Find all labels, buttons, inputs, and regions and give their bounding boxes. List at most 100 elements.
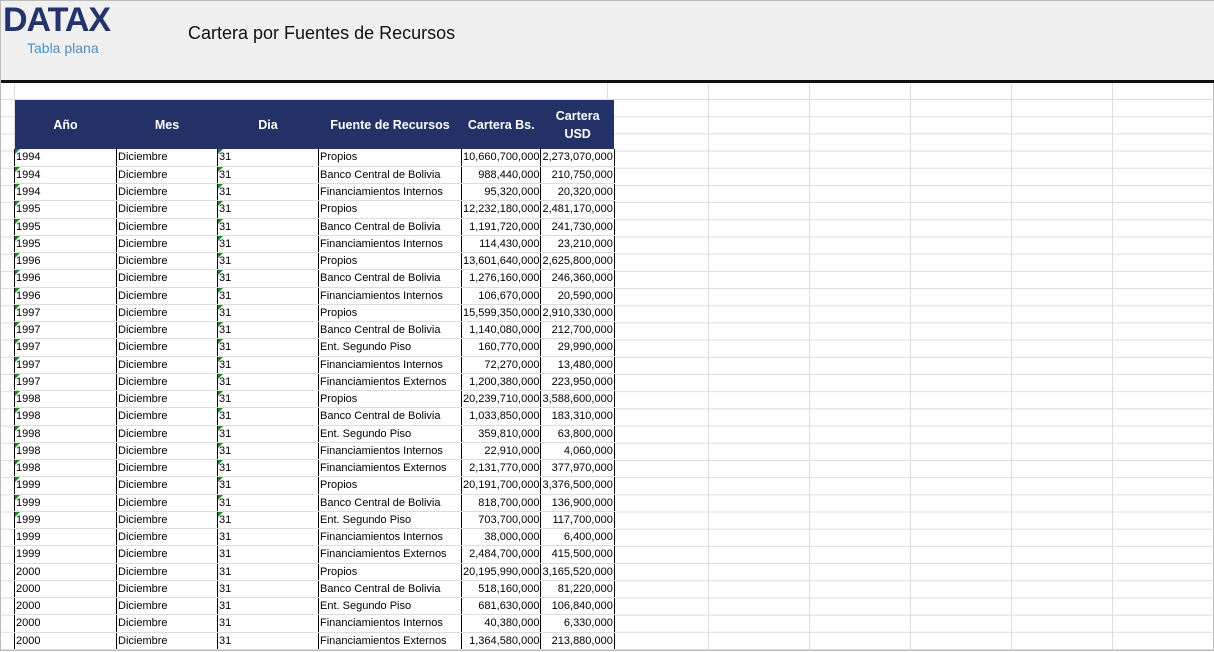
cell-dia[interactable]: 31 xyxy=(217,287,319,305)
cell-fuente[interactable]: Financiamientos Internos xyxy=(318,356,462,374)
cell-fuente[interactable]: Financiamientos Internos xyxy=(318,528,462,547)
cell-mes[interactable]: Diciembre xyxy=(116,580,218,599)
cell-cartera-usd[interactable]: 20,320,000 xyxy=(540,183,615,202)
cell-dia[interactable]: 31 xyxy=(217,425,319,443)
col-header-fuente[interactable]: Fuente de Recursos xyxy=(318,100,462,149)
cell-mes[interactable]: Diciembre xyxy=(116,373,218,392)
cell-cartera-bs[interactable]: 20,239,710,000 xyxy=(460,390,542,409)
cell-fuente[interactable]: Propios xyxy=(318,476,462,495)
cell-dia[interactable]: 31 xyxy=(217,407,319,426)
cell-cartera-usd[interactable]: 2,273,070,000 xyxy=(540,149,615,167)
cell-mes[interactable]: Diciembre xyxy=(116,183,218,202)
cell-cartera-bs[interactable]: 2,484,700,000 xyxy=(460,545,542,564)
cell-dia[interactable]: 31 xyxy=(217,218,319,236)
cell-anio[interactable]: 1995 xyxy=(14,200,117,219)
cell-cartera-usd[interactable]: 6,330,000 xyxy=(540,614,615,633)
cell-cartera-bs[interactable]: 22,910,000 xyxy=(460,442,542,461)
cell-dia[interactable]: 31 xyxy=(217,476,319,495)
cell-cartera-usd[interactable]: 223,950,000 xyxy=(540,373,615,392)
cell-anio[interactable]: 2000 xyxy=(14,563,117,581)
cell-cartera-usd[interactable]: 241,730,000 xyxy=(540,218,615,236)
cell-dia[interactable]: 31 xyxy=(217,563,319,581)
cell-anio[interactable]: 1999 xyxy=(14,494,117,512)
cell-cartera-usd[interactable]: 2,481,170,000 xyxy=(540,200,615,219)
cell-cartera-usd[interactable]: 3,165,520,000 xyxy=(540,563,615,581)
cell-fuente[interactable]: Banco Central de Bolivia xyxy=(318,166,462,185)
cell-mes[interactable]: Diciembre xyxy=(116,166,218,185)
cell-anio[interactable]: 1997 xyxy=(14,356,117,374)
cell-mes[interactable]: Diciembre xyxy=(116,597,218,616)
cell-cartera-bs[interactable]: 106,670,000 xyxy=(460,287,542,305)
cell-dia[interactable]: 31 xyxy=(217,614,319,633)
cell-cartera-bs[interactable]: 10,660,700,000 xyxy=(460,149,542,167)
cell-cartera-usd[interactable]: 63,800,000 xyxy=(540,425,615,443)
cell-fuente[interactable]: Ent. Segundo Piso xyxy=(318,338,462,357)
cell-dia[interactable]: 31 xyxy=(217,235,319,254)
cell-cartera-bs[interactable]: 703,700,000 xyxy=(460,511,542,530)
cell-mes[interactable]: Diciembre xyxy=(116,218,218,236)
cell-mes[interactable]: Diciembre xyxy=(116,338,218,357)
col-header-cartera-usd[interactable]: Cartera USD xyxy=(540,100,615,149)
cell-mes[interactable]: Diciembre xyxy=(116,511,218,530)
cell-cartera-usd[interactable]: 3,588,600,000 xyxy=(540,390,615,409)
cell-fuente[interactable]: Banco Central de Bolivia xyxy=(318,269,462,288)
cell-cartera-usd[interactable]: 4,060,000 xyxy=(540,442,615,461)
cell-mes[interactable]: Diciembre xyxy=(116,321,218,340)
cell-anio[interactable]: 1999 xyxy=(14,511,117,530)
cell-cartera-usd[interactable]: 106,840,000 xyxy=(540,597,615,616)
cell-mes[interactable]: Diciembre xyxy=(116,407,218,426)
cell-mes[interactable]: Diciembre xyxy=(116,442,218,461)
cell-anio[interactable]: 1997 xyxy=(14,321,117,340)
col-header-cartera-bs[interactable]: Cartera Bs. xyxy=(461,100,541,149)
cell-cartera-bs[interactable]: 681,630,000 xyxy=(460,597,542,616)
cell-dia[interactable]: 31 xyxy=(217,459,319,478)
cell-mes[interactable]: Diciembre xyxy=(116,304,218,323)
cell-dia[interactable]: 31 xyxy=(217,597,319,616)
cell-anio[interactable]: 1995 xyxy=(14,235,117,254)
cell-mes[interactable]: Diciembre xyxy=(116,494,218,512)
cell-mes[interactable]: Diciembre xyxy=(116,235,218,254)
cell-cartera-usd[interactable]: 212,700,000 xyxy=(540,321,615,340)
cell-cartera-usd[interactable]: 81,220,000 xyxy=(540,580,615,599)
cell-mes[interactable]: Diciembre xyxy=(116,425,218,443)
cell-dia[interactable]: 31 xyxy=(217,166,319,185)
cell-fuente[interactable]: Ent. Segundo Piso xyxy=(318,511,462,530)
cell-cartera-bs[interactable]: 359,810,000 xyxy=(460,425,542,443)
cell-dia[interactable]: 31 xyxy=(217,494,319,512)
cell-cartera-bs[interactable]: 1,200,380,000 xyxy=(460,373,542,392)
cell-fuente[interactable]: Banco Central de Bolivia xyxy=(318,218,462,236)
cell-fuente[interactable]: Financiamientos Externos xyxy=(318,373,462,392)
cell-anio[interactable]: 1998 xyxy=(14,459,117,478)
cell-cartera-usd[interactable]: 246,360,000 xyxy=(540,269,615,288)
cell-cartera-usd[interactable]: 3,376,500,000 xyxy=(540,476,615,495)
cell-dia[interactable]: 31 xyxy=(217,356,319,374)
cell-mes[interactable]: Diciembre xyxy=(116,269,218,288)
cell-cartera-bs[interactable]: 988,440,000 xyxy=(460,166,542,185)
cell-fuente[interactable]: Banco Central de Bolivia xyxy=(318,580,462,599)
cell-cartera-bs[interactable]: 160,770,000 xyxy=(460,338,542,357)
cell-cartera-usd[interactable]: 117,700,000 xyxy=(540,511,615,530)
cell-fuente[interactable]: Ent. Segundo Piso xyxy=(318,425,462,443)
cell-cartera-bs[interactable]: 1,033,850,000 xyxy=(460,407,542,426)
cell-fuente[interactable]: Propios xyxy=(318,149,462,167)
cell-anio[interactable]: 1994 xyxy=(14,183,117,202)
cell-dia[interactable]: 31 xyxy=(217,390,319,409)
cell-dia[interactable]: 31 xyxy=(217,149,319,167)
cell-cartera-bs[interactable]: 114,430,000 xyxy=(460,235,542,254)
cell-mes[interactable]: Diciembre xyxy=(116,563,218,581)
cell-dia[interactable]: 31 xyxy=(217,511,319,530)
cell-fuente[interactable]: Propios xyxy=(318,252,462,271)
cell-dia[interactable]: 31 xyxy=(217,269,319,288)
cell-dia[interactable]: 31 xyxy=(217,321,319,340)
cell-dia[interactable]: 31 xyxy=(217,200,319,219)
cell-cartera-usd[interactable]: 2,910,330,000 xyxy=(540,304,615,323)
cell-fuente[interactable]: Financiamientos Internos xyxy=(318,235,462,254)
cell-anio[interactable]: 1996 xyxy=(14,269,117,288)
cell-cartera-bs[interactable]: 20,195,990,000 xyxy=(460,563,542,581)
cell-anio[interactable]: 1994 xyxy=(14,149,117,167)
cell-cartera-bs[interactable]: 518,160,000 xyxy=(460,580,542,599)
col-header-anio[interactable]: Año xyxy=(14,100,117,149)
col-header-dia[interactable]: Dia xyxy=(217,100,319,149)
cell-cartera-bs[interactable]: 95,320,000 xyxy=(460,183,542,202)
cell-cartera-usd[interactable]: 136,900,000 xyxy=(540,494,615,512)
